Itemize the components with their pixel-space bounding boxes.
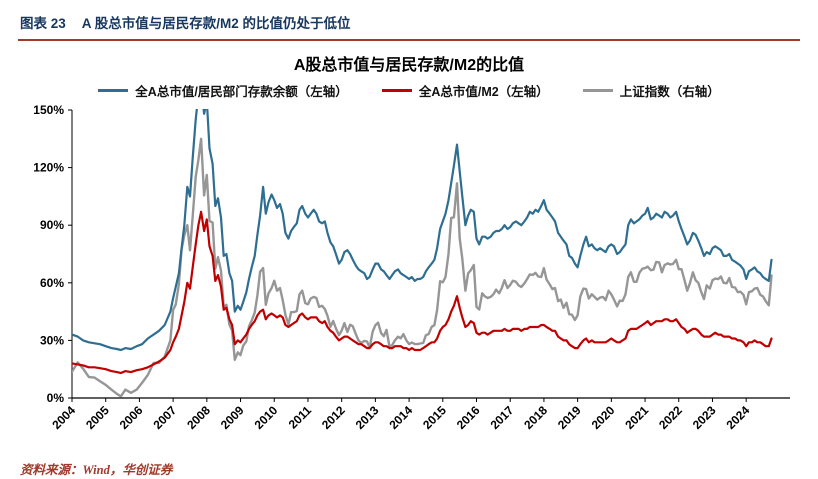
legend-item: 全A总市值/M2（左轴） (381, 81, 549, 100)
source-note: 资料来源：Wind，华创证券 (20, 463, 173, 477)
svg-text:2024: 2024 (724, 403, 753, 432)
legend-item: 全A总市值/居民部门存款余额（左轴） (98, 81, 348, 100)
svg-text:2008: 2008 (184, 403, 213, 432)
figure-number: 图表 23 (20, 16, 66, 31)
svg-text:2013: 2013 (353, 403, 382, 432)
svg-text:2011: 2011 (286, 403, 315, 432)
legend-label: 全A总市值/居民部门存款余额（左轴） (135, 85, 348, 99)
svg-text:90%: 90% (40, 218, 64, 232)
chart-legend: 全A总市值/居民部门存款余额（左轴） 全A总市值/M2（左轴） 上证指数（右轴） (18, 81, 800, 100)
svg-text:2018: 2018 (521, 403, 550, 432)
svg-text:2022: 2022 (656, 403, 685, 432)
legend-line-swatch-red (381, 88, 412, 93)
svg-text:2009: 2009 (218, 403, 247, 432)
svg-text:2007: 2007 (150, 403, 179, 432)
svg-text:2021: 2021 (622, 403, 651, 432)
svg-text:2005: 2005 (83, 403, 112, 432)
svg-text:2012: 2012 (319, 403, 348, 432)
svg-text:2017: 2017 (488, 403, 517, 432)
svg-text:2015: 2015 (420, 403, 449, 432)
legend-label: 全A总市值/M2（左轴） (418, 85, 549, 99)
svg-text:120%: 120% (33, 161, 64, 175)
figure-header: 图表 23 A 股总市值与居民存款/M2 的比值仍处于低位 (18, 8, 800, 41)
legend-line-swatch-gray (582, 88, 613, 93)
svg-text:2010: 2010 (252, 403, 281, 432)
svg-text:150%: 150% (33, 103, 64, 117)
svg-text:2006: 2006 (117, 403, 146, 432)
chart-title: A股总市值与居民存款/M2的比值 (293, 57, 525, 74)
svg-text:30%: 30% (40, 333, 64, 347)
legend-item: 上证指数（右轴） (582, 81, 720, 100)
svg-text:2020: 2020 (589, 403, 618, 432)
svg-text:2019: 2019 (555, 403, 584, 432)
svg-text:2016: 2016 (454, 403, 483, 432)
chart-block: A股总市值与居民存款/M2的比值 全A总市值/居民部门存款余额（左轴） 全A总市… (18, 51, 800, 454)
svg-text:2023: 2023 (690, 403, 719, 432)
legend-line-swatch-blue (98, 88, 129, 93)
svg-text:60%: 60% (40, 276, 64, 290)
legend-label: 上证指数（右轴） (619, 85, 720, 99)
svg-text:2014: 2014 (386, 403, 415, 432)
line-chart-canvas: 0%30%60%90%120%150%2004 2005 2006 2007 2008 2… (33, 103, 790, 432)
svg-text:2004: 2004 (49, 403, 78, 432)
figure-title: A 股总市值与居民存款/M2 的比值仍处于低位 (81, 16, 351, 31)
svg-text:0%: 0% (47, 391, 65, 405)
figure-footer: 资料来源：Wind，华创证券 (18, 456, 800, 479)
